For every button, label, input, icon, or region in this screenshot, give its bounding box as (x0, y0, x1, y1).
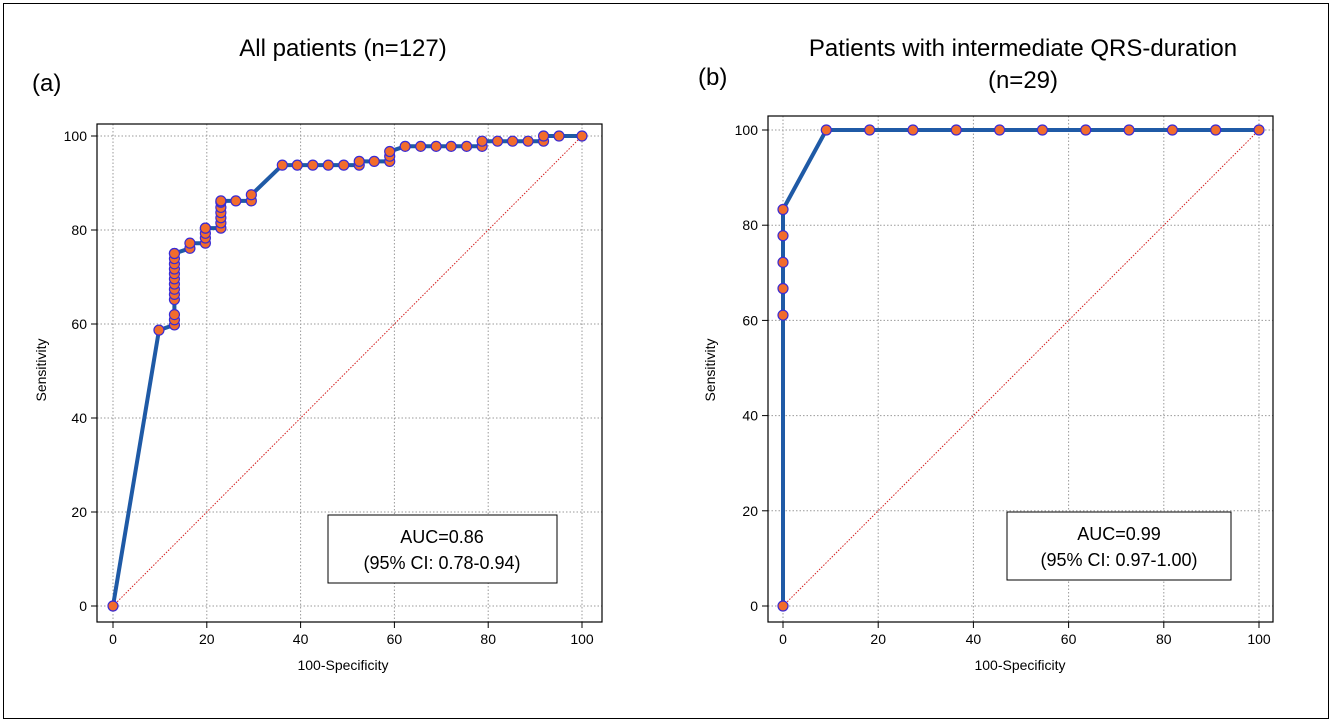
panel-b-data-point (1080, 124, 1092, 136)
panel-b-data-point (907, 124, 919, 136)
panel-a-data-point (368, 155, 380, 167)
panel-b-y-tick-label-0: 0 (750, 598, 758, 614)
panel-b-x-tick-label-40: 40 (966, 631, 982, 647)
panel-a-y-tick-label-20: 20 (71, 504, 87, 520)
panel-b-x-axis-title: 100-Specificity (974, 657, 1065, 673)
panel-a-grid (97, 124, 602, 622)
panel-a-title: All patients (n=127) (239, 35, 446, 62)
panel-a-y-axis-title: Sensitivity (33, 338, 49, 401)
panel-b-data-point (993, 124, 1006, 136)
panel-b-y-tick-label-60: 60 (742, 312, 758, 328)
panel-a-x-tick-label-60: 60 (387, 631, 403, 647)
panel-b-ticks: 0 20 40 60 80 100 0 20 40 60 80 100 (735, 122, 1271, 647)
panel-a-x-tick-label-0: 0 (109, 631, 117, 647)
panel-b-data-point (1166, 124, 1178, 136)
panel-a-data-point (199, 222, 211, 234)
panel-a-y-tick-label-80: 80 (71, 222, 87, 238)
panel-a-data-point (184, 237, 196, 249)
panel-a-x-tick-label-40: 40 (293, 631, 309, 647)
panel-a-data-point (476, 135, 488, 147)
panel-a-auc-value: AUC=0.86 (400, 527, 484, 547)
panel-b-data-point (1210, 124, 1222, 136)
panel-a-data-point (153, 324, 165, 336)
panel-a-data-point (399, 140, 411, 152)
panel-a-y-tick-label-40: 40 (71, 410, 87, 426)
panel-a-auc-ci: (95% CI: 0.78-0.94) (363, 553, 520, 573)
panel-b-data-point (1253, 124, 1265, 136)
panel-a-data-point (168, 309, 181, 321)
panel-b-data-point (777, 309, 789, 321)
panel-a-x-tick-label-80: 80 (480, 631, 496, 647)
panel-b-grid (768, 116, 1273, 622)
panel-a-data-point (338, 159, 350, 171)
panel-b-y-tick-label-80: 80 (742, 217, 758, 233)
panel-a: (a) All patients (n=127) 100-Specificity… (32, 35, 603, 673)
panel-a-data-point (276, 159, 288, 171)
panel-a-x-tick-label-20: 20 (199, 631, 215, 647)
panel-a-ticks: 0 20 40 60 80 100 0 20 40 60 80 100 (64, 128, 594, 647)
panel-a-label: (a) (32, 70, 61, 97)
panel-b-x-tick-label-20: 20 (870, 631, 886, 647)
panel-b-x-tick-label-80: 80 (1156, 631, 1172, 647)
panel-b-auc-box (1006, 511, 1232, 581)
panel-a-data-point (230, 195, 242, 207)
panel-a-data-point (553, 130, 565, 142)
panel-a-data-point (415, 140, 427, 152)
panel-a-data-point (506, 135, 519, 147)
panel-a-data-point (461, 140, 473, 152)
panel-b-data-point (777, 230, 789, 242)
panel-a-data-point (445, 140, 457, 152)
panel-b-data-point (777, 203, 789, 216)
panel-a-data-point (322, 159, 334, 171)
panel-b-plot-area (767, 115, 1274, 623)
panel-b-label: (b) (698, 64, 727, 91)
panel-a-plot-area (96, 123, 603, 623)
panel-a-x-tick-label-100: 100 (570, 631, 594, 647)
panel-a-data-point (307, 159, 319, 171)
panel-a-points (107, 130, 588, 612)
panel-b: (b) Patients with intermediate QRS-durat… (698, 35, 1274, 673)
panel-a-data-point (168, 247, 181, 260)
panel-b-data-point (950, 124, 962, 136)
panel-a-data-point (215, 195, 227, 207)
panel-a-y-tick-label-100: 100 (64, 128, 88, 144)
panel-a-data-point (576, 130, 588, 142)
panel-b-auc-value: AUC=0.99 (1077, 524, 1161, 544)
panel-b-x-tick-label-0: 0 (779, 631, 787, 647)
panel-a-data-point (245, 189, 257, 201)
panel-a-data-point (537, 130, 550, 142)
panel-b-data-point (777, 256, 789, 268)
panel-a-y-tick-label-0: 0 (79, 598, 87, 614)
panel-a-data-point (491, 135, 504, 147)
panel-a-reference-diagonal (112, 135, 583, 607)
panel-b-title-line-1: Patients with intermediate QRS-duration (809, 35, 1237, 62)
panel-b-data-point (1036, 124, 1049, 136)
panel-b-data-point (864, 124, 876, 136)
panel-b-y-tick-label-20: 20 (742, 503, 758, 519)
panel-b-data-point (777, 600, 789, 612)
panel-a-data-point (522, 135, 534, 147)
panel-a-data-point (107, 600, 119, 612)
panel-b-data-point (1123, 124, 1135, 136)
panel-a-x-axis-title: 100-Specificity (297, 657, 388, 673)
panel-b-data-point (820, 124, 832, 136)
panel-b-y-axis-title: Sensitivity (702, 338, 718, 401)
panel-b-x-tick-label-100: 100 (1247, 631, 1271, 647)
panel-a-data-point (353, 155, 365, 167)
panel-b-y-tick-label-100: 100 (735, 122, 759, 138)
panel-a-y-tick-label-60: 60 (71, 316, 87, 332)
panel-b-x-tick-label-60: 60 (1061, 631, 1077, 647)
panel-a-data-point (291, 159, 303, 171)
panel-a-data-point (430, 140, 442, 152)
panel-a-auc-box (327, 514, 558, 584)
panel-b-y-tick-label-40: 40 (742, 408, 758, 424)
panel-b-data-point (777, 282, 789, 295)
figure-frame (3, 3, 1329, 719)
panel-a-data-point (384, 145, 396, 158)
panel-b-points (777, 124, 1265, 612)
panel-b-title-line-2: (n=29) (988, 67, 1058, 94)
panel-b-reference-diagonal (782, 129, 1260, 607)
panel-b-auc-ci: (95% CI: 0.97-1.00) (1040, 550, 1197, 570)
